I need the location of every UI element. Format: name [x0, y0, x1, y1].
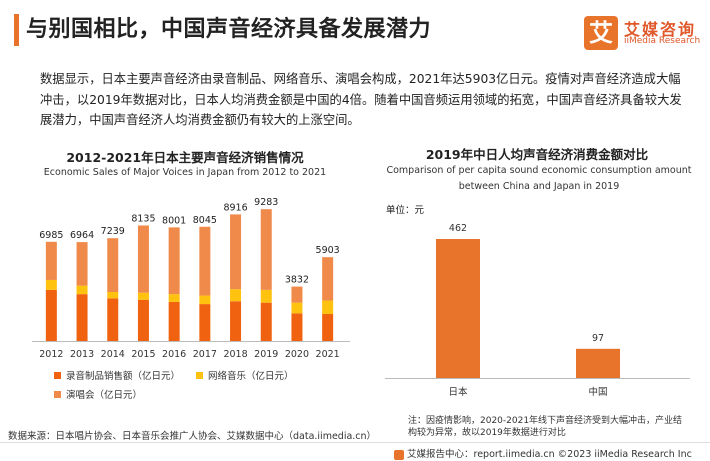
bar-segment-2019-1 — [260, 302, 272, 341]
bar-segment-2016-3 — [168, 227, 180, 295]
bar-total-label-2017: 8045 — [193, 215, 217, 226]
data-source: 数据来源：日本唱片协会、日本音乐会推广人协会、艾媒数据中心（data.iimed… — [8, 431, 377, 442]
bar-segment-2019-2 — [260, 289, 272, 303]
x-tick-label-2018: 2018 — [223, 349, 247, 360]
footer: 艾媒报告中心：report.iimedia.cn ©2023 iiMedia R… — [394, 446, 692, 460]
x-tick-label-china: 中国 — [588, 386, 607, 398]
bar-segment-2021-2 — [322, 300, 334, 315]
page-title: 与别国相比，中国声音经济具备发展潜力 — [26, 17, 432, 42]
x-tick-label-2020: 2020 — [285, 349, 309, 360]
summary-paragraph: 数据显示，日本主要声音经济由录音制品、网络音乐、演唱会构成，2021年达5903… — [40, 72, 682, 127]
legend-label-1: 录音制品销售额（亿日元） — [66, 370, 180, 382]
bar-segment-2017-3 — [199, 226, 211, 296]
bar-segment-2015-3 — [137, 225, 149, 293]
x-tick-label-2021: 2021 — [316, 349, 340, 360]
x-tick-label-2019: 2019 — [254, 349, 278, 360]
bar-total-label-2018: 8916 — [223, 202, 247, 213]
right-chart-unit-label: 单位：元 — [386, 204, 425, 216]
right-chart-title: 2019年中日人均声音经济消费金额对比 — [425, 147, 649, 162]
bar-segment-2021-1 — [322, 314, 334, 341]
bar-china — [576, 348, 620, 378]
bar-total-label-2016: 8001 — [162, 215, 186, 226]
bar-segment-2012-2 — [45, 279, 57, 290]
logo-mark-icon: 艾 — [584, 16, 618, 50]
legend-swatch-3 — [54, 391, 61, 398]
logo-cn-text: 艾媒咨询 — [624, 20, 697, 39]
bar-total-label-2013: 6964 — [70, 230, 94, 241]
bar-segment-2014-2 — [107, 292, 119, 299]
x-tick-label-2016: 2016 — [162, 349, 186, 360]
logo-en-text: iiMedia Research — [624, 36, 701, 46]
x-tick-label-2012: 2012 — [39, 349, 63, 360]
bar-value-label-china: 97 — [592, 333, 604, 344]
bar-segment-2016-1 — [168, 301, 180, 341]
x-tick-label-japan: 日本 — [448, 386, 468, 398]
bar-total-label-2014: 7239 — [101, 226, 125, 237]
left-chart-title: 2012-2021年日本主要声音经济销售情况 — [66, 150, 304, 165]
bar-segment-2020-2 — [291, 302, 303, 314]
footnote: 注：因疫情影响，2020-2021年线下声音经济受到大幅冲击，产业结构较为异常，… — [408, 416, 683, 438]
bar-segment-2017-1 — [199, 304, 211, 341]
bar-total-label-2012: 6985 — [39, 230, 63, 241]
bar-segment-2016-2 — [168, 294, 180, 302]
bar-segment-2021-3 — [322, 257, 334, 301]
bar-segment-2017-2 — [199, 295, 211, 305]
bar-segment-2020-3 — [291, 286, 303, 303]
x-tick-label-2015: 2015 — [131, 349, 155, 360]
bar-segment-2018-3 — [230, 214, 242, 290]
bar-total-label-2021: 5903 — [316, 245, 340, 256]
bar-segment-2013-2 — [76, 285, 88, 295]
bar-segment-2018-2 — [230, 289, 242, 302]
x-tick-label-2014: 2014 — [101, 349, 125, 360]
bar-segment-2013-1 — [76, 294, 88, 341]
bar-total-label-2015: 8135 — [131, 213, 155, 224]
bar-japan — [436, 239, 480, 378]
bar-segment-2015-2 — [137, 292, 149, 300]
bar-segment-2018-1 — [230, 301, 242, 341]
bar-segment-2019-3 — [260, 209, 272, 290]
bar-total-label-2020: 3832 — [285, 275, 309, 286]
legend-swatch-2 — [196, 372, 203, 379]
left-chart-subtitle: Economic Sales of Major Voices in Japan … — [43, 167, 327, 178]
legend-swatch-1 — [54, 372, 61, 379]
bar-segment-2013-3 — [76, 242, 88, 286]
bar-value-label-japan: 462 — [449, 223, 467, 234]
legend-label-3: 演唱会（亿日元） — [66, 389, 142, 401]
right-chart-subtitle: Comparison of per capita sound economic … — [386, 165, 692, 192]
brand-logo: 艾 艾媒咨询 iiMedia Research — [584, 14, 704, 54]
bar-total-label-2019: 9283 — [254, 197, 278, 208]
footer-divider — [0, 442, 710, 443]
bar-segment-2015-1 — [137, 299, 149, 341]
bar-segment-2012-1 — [45, 289, 57, 341]
footer-text: 艾媒报告中心：report.iimedia.cn ©2023 iiMedia R… — [407, 449, 692, 460]
x-tick-label-2013: 2013 — [70, 349, 94, 360]
bar-segment-2014-3 — [107, 238, 119, 293]
legend-label-2: 网络音乐（亿日元） — [208, 370, 294, 382]
footer-logo-icon — [394, 449, 404, 460]
x-tick-label-2017: 2017 — [193, 349, 217, 360]
bar-segment-2014-1 — [107, 298, 119, 341]
bar-segment-2020-1 — [291, 313, 303, 341]
title-accent-bar — [14, 14, 19, 46]
bar-segment-2012-3 — [45, 241, 57, 280]
